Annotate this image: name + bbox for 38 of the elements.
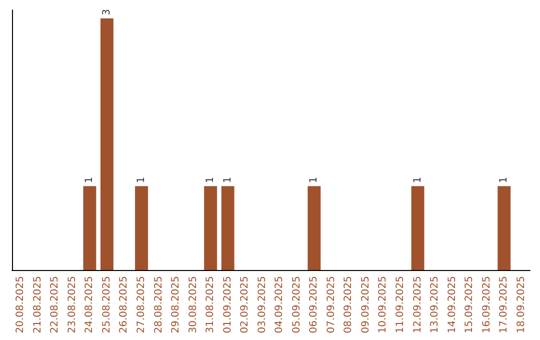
x-tick-label: 13.09.2025 bbox=[430, 276, 441, 334]
data-label: 1 bbox=[412, 176, 424, 184]
x-tick-label: 07.09.2025 bbox=[326, 276, 337, 334]
x-tick-label: 05.09.2025 bbox=[291, 276, 302, 334]
x-tick-label: 01.09.2025 bbox=[222, 276, 234, 334]
x-tick-label: 31.08.2025 bbox=[205, 276, 216, 334]
x-tick-label: 26.08.2025 bbox=[118, 276, 130, 334]
x-tick-label: 30.08.2025 bbox=[188, 276, 199, 334]
x-tick-label: 16.09.2025 bbox=[481, 276, 492, 334]
x-tick-label: 12.09.2025 bbox=[412, 276, 424, 334]
data-label: 1 bbox=[136, 176, 147, 184]
x-tick-label: 02.09.2025 bbox=[240, 276, 251, 334]
x-tick-label: 04.09.2025 bbox=[274, 276, 286, 334]
x-tick-label: 03.09.2025 bbox=[256, 276, 268, 334]
x-tick-label: 24.08.2025 bbox=[84, 276, 96, 334]
data-label: 1 bbox=[84, 176, 96, 184]
x-tick-label: 29.08.2025 bbox=[170, 276, 182, 334]
x-tick-label: 23.08.2025 bbox=[66, 276, 78, 334]
x-tick-label: 10.09.2025 bbox=[378, 276, 389, 334]
data-label: 1 bbox=[308, 176, 320, 184]
x-tick-label: 15.09.2025 bbox=[464, 276, 476, 334]
x-tick-label: 08.09.2025 bbox=[343, 276, 354, 334]
x-tick-label: 06.09.2025 bbox=[308, 276, 320, 334]
data-label: 3 bbox=[101, 9, 112, 16]
data-label: 1 bbox=[222, 176, 234, 184]
x-tick-label: 25.08.2025 bbox=[101, 276, 112, 334]
x-tick-label: 22.08.2025 bbox=[50, 276, 61, 334]
x-tick-label: 09.09.2025 bbox=[360, 276, 372, 334]
x-tick-label: 11.09.2025 bbox=[395, 276, 406, 334]
x-tick-label: 20.08.2025 bbox=[15, 276, 26, 334]
x-tick-label: 14.09.2025 bbox=[446, 276, 458, 334]
x-tick-label: 27.08.2025 bbox=[136, 276, 147, 334]
x-tick-label: 28.08.2025 bbox=[153, 276, 164, 334]
x-tick-label: 17.09.2025 bbox=[498, 276, 510, 334]
data-label: 1 bbox=[498, 176, 510, 184]
data-label: 1 bbox=[205, 176, 216, 184]
x-tick-label: 18.09.2025 bbox=[516, 276, 527, 334]
x-tick-label: 21.08.2025 bbox=[32, 276, 44, 334]
